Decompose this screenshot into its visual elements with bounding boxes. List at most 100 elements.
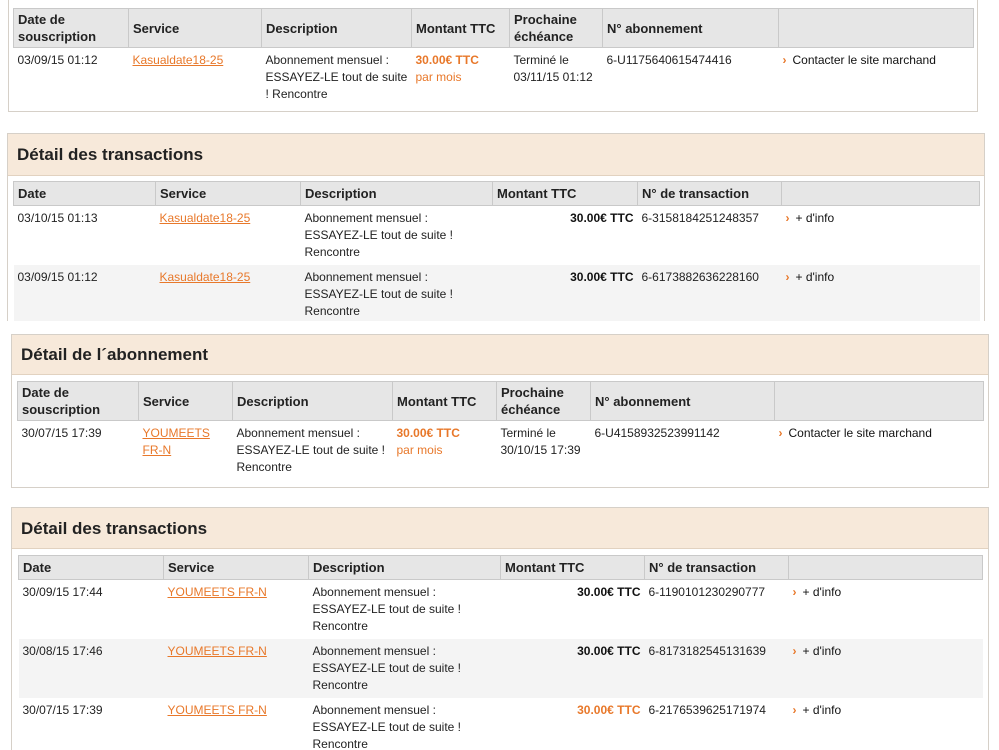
service-link[interactable]: YOUMEETS FR-N xyxy=(167,703,267,717)
chevron-right-icon: › xyxy=(785,270,790,284)
description-cell: Abonnement mensuel : ESSAYEZ-LE tout de … xyxy=(300,265,493,321)
transactions-panel-1: Détail des transactions Date Service Des… xyxy=(7,133,985,321)
col-service: Service xyxy=(163,555,309,580)
service-link[interactable]: Kasualdate18-25 xyxy=(132,53,224,67)
more-info-link[interactable]: › + d'info xyxy=(786,211,835,225)
panel-title: Détail des transactions xyxy=(8,134,984,176)
service-cell: YOUMEETS FR-N xyxy=(163,639,309,698)
chevron-right-icon: › xyxy=(778,426,783,440)
table-row: 30/07/15 17:39 YOUMEETS FR-N Abonnement … xyxy=(19,698,983,750)
contact-merchant-link[interactable]: › Contacter le site marchand xyxy=(779,426,932,440)
col-montant: Montant TTC xyxy=(411,8,510,48)
table-row: 03/09/15 01:12 Kasualdate18-25 Abonnemen… xyxy=(14,48,974,108)
service-link[interactable]: Kasualdate18-25 xyxy=(159,211,251,225)
action-cell: › + d'info xyxy=(788,639,983,698)
service-link[interactable]: Kasualdate18-25 xyxy=(159,270,251,284)
col-date-souscription: Date de souscription xyxy=(13,8,129,48)
action-cell: › + d'info xyxy=(789,580,983,640)
col-date: Date xyxy=(18,555,164,580)
transactions-panel-2: Détail des transactions Date Service Des… xyxy=(11,507,989,750)
action-cell: › + d'info xyxy=(782,206,980,266)
more-info-label: + d'info xyxy=(795,270,835,284)
col-service: Service xyxy=(138,381,233,421)
amount-period: par mois xyxy=(415,70,462,84)
col-numero-transaction: N° de transaction xyxy=(637,181,782,206)
table-row: 03/09/15 01:12 Kasualdate18-25 Abonnemen… xyxy=(13,265,980,321)
amount-cell: 30.00€ TTC xyxy=(570,211,634,225)
transaction-number-cell: 6-6173882636228160 xyxy=(637,265,782,321)
date-cell: 30/07/15 17:39 xyxy=(21,426,102,440)
col-service: Service xyxy=(128,8,262,48)
more-info-link[interactable]: › + d'info xyxy=(793,703,842,717)
date-cell: 03/09/15 01:12 xyxy=(17,53,98,67)
date-cell: 30/09/15 17:44 xyxy=(22,585,103,599)
amount-value: 30.00€ TTC xyxy=(415,53,479,67)
table-row: 30/08/15 17:46 YOUMEETS FR-N Abonnement … xyxy=(18,639,983,698)
col-montant: Montant TTC xyxy=(392,381,497,421)
description-cell: Abonnement mensuel : ESSAYEZ-LE tout de … xyxy=(236,426,386,474)
col-description: Description xyxy=(232,381,393,421)
col-prochaine-echeance: Prochaine échéance xyxy=(509,8,603,48)
amount-cell: 30.00€ TTC par mois xyxy=(393,421,497,481)
service-cell: Kasualdate18-25 xyxy=(155,265,301,321)
transactions-table-1: Date Service Description Montant TTC N° … xyxy=(13,181,980,321)
action-cell: › + d'info xyxy=(781,265,980,321)
subscription-table-2: Date de souscription Service Description… xyxy=(17,381,984,480)
subscription-panel-1: Date de souscription Service Description… xyxy=(8,0,978,112)
chevron-right-icon: › xyxy=(792,644,797,658)
subscription-table-1: Date de souscription Service Description… xyxy=(13,8,974,107)
description-cell: Abonnement mensuel : ESSAYEZ-LE tout de … xyxy=(312,585,462,633)
col-action xyxy=(778,8,974,48)
col-description: Description xyxy=(308,555,501,580)
contact-merchant-label: Contacter le site marchand xyxy=(788,426,932,440)
amount-cell: 30.00€ TTC xyxy=(577,585,641,599)
col-prochaine-echeance: Prochaine échéance xyxy=(496,381,591,421)
next-due-cell: Terminé le 30/10/15 17:39 xyxy=(500,426,581,457)
service-link[interactable]: YOUMEETS FR-N xyxy=(142,426,210,457)
transactions-table-2: Date Service Description Montant TTC N° … xyxy=(18,555,983,750)
subscription-panel-2: Détail de l´abonnement Date de souscript… xyxy=(11,334,989,488)
col-description: Description xyxy=(300,181,493,206)
col-description: Description xyxy=(261,8,412,48)
service-link[interactable]: YOUMEETS FR-N xyxy=(167,585,267,599)
transaction-number-cell: 6-1190101230290777 xyxy=(648,585,766,599)
col-action xyxy=(781,181,980,206)
col-numero-transaction: N° de transaction xyxy=(644,555,789,580)
col-numero-abonnement: N° abonnement xyxy=(602,8,779,48)
col-date-souscription: Date de souscription xyxy=(17,381,139,421)
col-montant: Montant TTC xyxy=(492,181,638,206)
transaction-number-cell: 6-3158184251248357 xyxy=(641,211,759,225)
service-link[interactable]: YOUMEETS FR-N xyxy=(167,644,267,658)
amount-cell: 30.00€ TTC xyxy=(492,265,638,321)
subscription-number-cell: 6-U1175640615474416 xyxy=(606,53,732,67)
amount-period: par mois xyxy=(396,443,443,457)
date-cell: 03/10/15 01:13 xyxy=(17,211,98,225)
subscription-number-cell: 6-U4158932523991142 xyxy=(594,426,720,440)
amount-cell: 30.00€ TTC xyxy=(577,703,641,717)
chevron-right-icon: › xyxy=(782,53,787,67)
table-row: 30/07/15 17:39 YOUMEETS FR-N Abonnement … xyxy=(18,421,984,481)
col-date: Date xyxy=(13,181,156,206)
more-info-label: + d'info xyxy=(795,211,835,225)
service-cell: Kasualdate18-25 xyxy=(129,48,262,108)
col-service: Service xyxy=(155,181,301,206)
more-info-link[interactable]: › + d'info xyxy=(793,644,842,658)
col-action xyxy=(774,381,984,421)
description-cell: Abonnement mensuel : ESSAYEZ-LE tout de … xyxy=(308,639,501,698)
chevron-right-icon: › xyxy=(792,703,797,717)
more-info-link[interactable]: › + d'info xyxy=(786,270,835,284)
service-cell: Kasualdate18-25 xyxy=(156,206,301,266)
amount-cell: 30.00€ TTC xyxy=(500,639,645,698)
amount-value: 30.00€ TTC xyxy=(396,426,460,440)
date-cell: 03/09/15 01:12 xyxy=(13,265,156,321)
contact-merchant-link[interactable]: › Contacter le site marchand xyxy=(783,53,936,67)
table-row: 30/09/15 17:44 YOUMEETS FR-N Abonnement … xyxy=(19,580,983,640)
col-numero-abonnement: N° abonnement xyxy=(590,381,775,421)
service-cell: YOUMEETS FR-N xyxy=(164,698,309,750)
col-action xyxy=(788,555,983,580)
more-info-link[interactable]: › + d'info xyxy=(793,585,842,599)
action-cell: › Contacter le site marchand xyxy=(779,48,974,108)
amount-cell: 30.00€ TTC par mois xyxy=(412,48,510,108)
panel-title: Détail de l´abonnement xyxy=(12,335,988,375)
more-info-label: + d'info xyxy=(802,703,842,717)
